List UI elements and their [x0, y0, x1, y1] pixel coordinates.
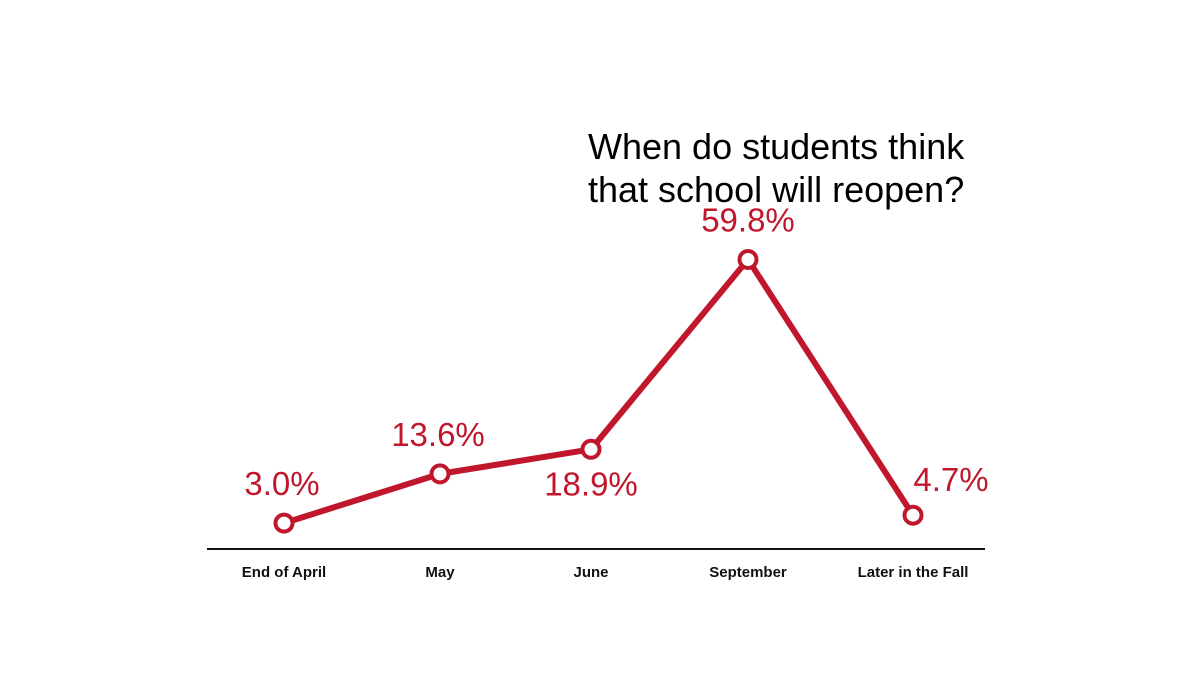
x-axis-tick-labels: End of April May June September Later in the…	[242, 564, 969, 581]
data-point-3	[580, 438, 602, 460]
x-tick-label-2: May	[425, 564, 455, 581]
x-tick-label-5: Later in the Fall	[858, 564, 969, 581]
data-label-3: 18.9%	[544, 465, 638, 502]
data-label-2: 13.6%	[391, 416, 485, 453]
data-point-1	[273, 512, 295, 534]
data-labels: 3.0% 13.6% 18.9% 59.8% 4.7%	[244, 201, 988, 502]
data-point-2	[429, 463, 451, 485]
chart-title-line-2: that school will reopen?	[588, 169, 965, 210]
data-label-1: 3.0%	[244, 465, 319, 502]
x-tick-label-3: June	[573, 564, 608, 581]
data-point-4	[737, 248, 759, 270]
chart-title: When do students think that school will …	[588, 125, 1188, 211]
data-points	[273, 248, 924, 534]
chart-title-line-1: When do students think	[588, 126, 965, 167]
x-tick-label-4: September	[709, 564, 787, 581]
data-label-5: 4.7%	[913, 461, 988, 498]
data-label-4: 59.8%	[701, 201, 795, 238]
x-tick-label-1: End of April	[242, 564, 326, 581]
data-point-5	[902, 504, 924, 526]
